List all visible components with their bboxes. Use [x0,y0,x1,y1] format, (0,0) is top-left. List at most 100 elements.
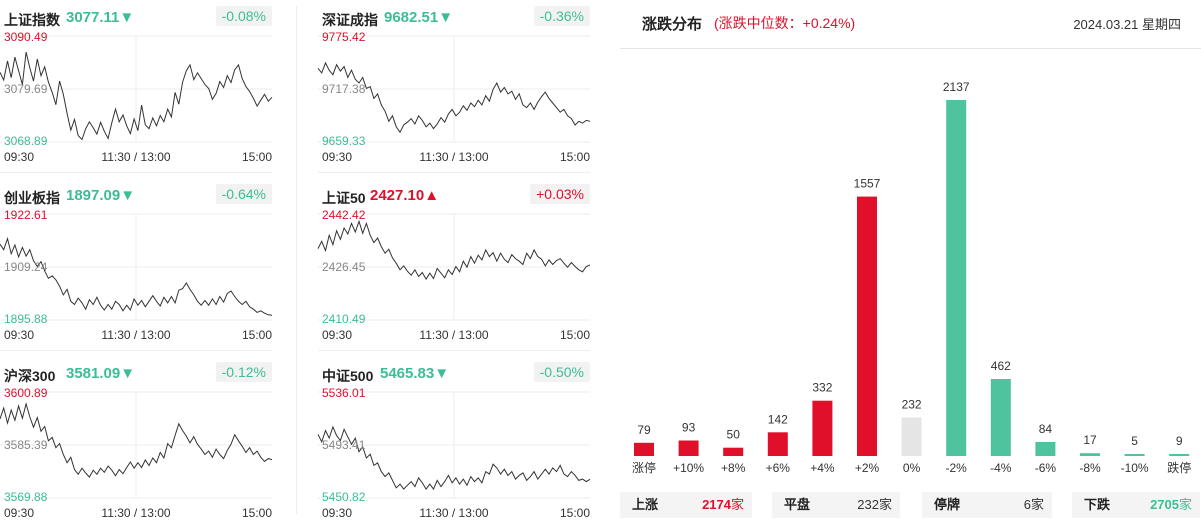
down-arrow-icon: ▼ [120,187,136,204]
down-arrow-icon: ▼ [119,9,135,26]
x-tick-label: 15:00 [242,506,272,520]
row-divider [0,172,272,173]
price-line [317,219,591,281]
bar-value-label: 232 [902,397,922,411]
bar-value-label: 332 [812,381,832,395]
x-tick-label: 11:30 / 13:00 [101,328,170,342]
price-line [0,401,273,478]
distribution-bar[interactable] [678,440,699,457]
distribution-bar[interactable] [723,447,744,456]
index-name: 创业板指 [4,190,60,206]
index-name: 沪深300 [4,368,56,384]
index-price: 3581.09▼ [66,365,135,382]
y-tick-label: 5493.41 [322,438,366,452]
summary-value: 2174家 [702,492,744,518]
distribution-bar[interactable] [990,379,1011,456]
up-arrow-icon: ▲ [424,187,440,204]
index-name: 深证成指 [322,12,378,28]
y-tick-label: 5450.82 [322,490,366,504]
x-tick-label: 09:30 [322,506,352,520]
y-tick-label: 1922.61 [4,208,48,222]
row-divider [318,172,590,173]
y-tick-label: 2426.45 [322,260,366,274]
distribution-bar[interactable] [946,100,967,456]
distribution-bar[interactable] [1035,442,1056,456]
x-tick-label: 09:30 [4,150,34,164]
index-card[interactable]: 创业板指 1897.09▼ -0.64% 1922.61 1909.24 1895.88 0… [0,178,272,346]
y-tick-label: 9775.42 [322,30,366,44]
header-divider [620,48,1201,49]
bar-category-label: -6% [1035,461,1057,475]
distribution-bar[interactable] [767,432,788,456]
index-name: 上证指数 [4,12,60,28]
x-tick-label: 11:30 / 13:00 [101,150,170,164]
index-price: 9682.51▼ [384,9,453,26]
bar-value-label: 17 [1083,433,1097,447]
index-name: 上证50 [322,190,366,206]
y-tick-label: 1909.24 [4,260,48,274]
summary-box: 平盘 232家 [772,492,900,518]
row-divider [0,350,272,351]
distribution-panel: 涨跌分布 (涨跌中位数：+0.24%) 2024.03.21 星期四 79 涨停 9… [620,0,1201,520]
row-divider [318,350,590,351]
bar-category-label: +2% [855,461,880,475]
change-percent-badge: +0.03% [530,184,590,204]
distribution-bar[interactable] [1169,454,1190,456]
x-tick-label: 11:30 / 13:00 [419,328,488,342]
down-arrow-icon: ▼ [120,365,136,382]
index-price-value: 2427.10 [370,187,425,204]
change-percent-badge: -0.36% [533,6,590,26]
index-name: 中证500 [322,368,374,384]
bar-category-label: +4% [810,461,835,475]
y-tick-label: 5536.01 [322,386,366,400]
intraday-line-chart: 3600.89 3585.39 3569.88 09:30 11:30 / 13:00 1… [0,386,273,520]
bar-value-label: 9 [1176,434,1183,448]
distribution-bar[interactable] [1124,454,1145,456]
bar-value-label: 1557 [854,177,881,191]
index-price: 2427.10▲ [370,187,439,204]
intraday-line-chart: 3090.49 3079.69 3068.89 09:30 11:30 / 13:00 1… [0,30,273,164]
index-price-value: 3077.11 [66,9,120,26]
summary-label: 平盘 [784,497,811,512]
distribution-bar[interactable] [857,196,877,456]
y-tick-label: 3090.49 [4,30,48,44]
change-percent-badge: -0.08% [215,6,272,26]
index-price: 1897.09▼ [66,187,135,204]
y-tick-label: 3068.89 [4,134,48,148]
price-line [0,236,273,316]
bar-category-label: -2% [946,461,968,475]
bar-value-label: 79 [637,423,651,437]
summary-count: 232 [857,497,879,512]
bar-category-label: +6% [766,461,791,475]
change-percent-badge: -0.64% [215,184,272,204]
distribution-bar[interactable] [1080,453,1100,456]
distribution-bar[interactable] [812,400,833,456]
index-card[interactable]: 上证指数 3077.11▼ -0.08% 3090.49 3079.69 3068.89 0… [0,0,273,168]
bar-category-label: -8% [1079,461,1101,475]
summary-box: 下跌 2705家 [1072,492,1200,518]
index-price-value: 1897.09 [66,187,121,204]
down-arrow-icon: ▼ [438,9,454,26]
bar-value-label: 2137 [943,80,970,94]
index-card[interactable]: 上证50 2427.10▲ +0.03% 2442.42 2426.45 2410.49 0… [317,178,591,346]
y-tick-label: 9659.33 [322,134,366,148]
x-tick-label: 15:00 [560,150,590,164]
index-card[interactable]: 中证500 5465.83▼ -0.50% 5536.01 5493.41 5450.82… [317,356,591,520]
x-tick-label: 11:30 / 13:00 [101,506,170,520]
price-line [317,425,591,491]
distribution-bar[interactable] [901,417,922,456]
y-tick-label: 2442.42 [322,208,366,222]
distribution-bar[interactable] [634,442,654,456]
y-tick-label: 9717.38 [322,82,366,96]
bar-category-label: +10% [673,461,704,475]
index-price: 3077.11▼ [66,9,134,26]
x-tick-label: 09:30 [322,150,352,164]
summary-count: 2174 [702,497,731,512]
y-tick-label: 1895.88 [4,312,48,326]
index-card[interactable]: 深证成指 9682.51▼ -0.36% 9775.42 9717.38 9659.33 0… [317,0,591,168]
index-card[interactable]: 沪深300 3581.09▼ -0.12% 3600.89 3585.39 3569.88… [0,356,272,520]
price-line [317,61,591,134]
bar-category-label: 跌停 [1167,460,1191,475]
bar-category-label: +8% [721,461,746,475]
summary-label: 上涨 [632,497,659,512]
